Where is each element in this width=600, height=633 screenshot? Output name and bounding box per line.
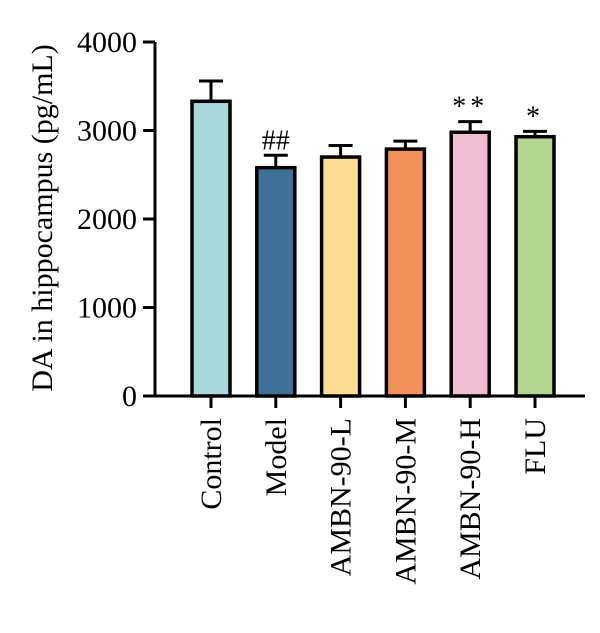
bar-ambn-90-l bbox=[319, 155, 362, 398]
bar-ambn-90-m bbox=[384, 147, 427, 398]
x-tick-label: Model bbox=[260, 418, 293, 496]
x-axis: Control Model AMBN-90-L AMBN-90-M AMBN-90-H F… bbox=[153, 394, 585, 585]
y-tick-label: 2000 bbox=[77, 203, 137, 236]
bar-model bbox=[255, 165, 297, 398]
y-axis-label: DA in hippocampus (pg/mL) bbox=[26, 44, 59, 391]
y-tick-label: 4000 bbox=[77, 26, 137, 59]
y-axis: 0 1000 2000 3000 4000 bbox=[77, 26, 157, 413]
bar-ambn-90-h bbox=[449, 130, 491, 398]
x-tick-label: AMBN-90-L bbox=[325, 418, 358, 576]
x-tick-label: AMBN-90-M bbox=[389, 418, 422, 585]
bars-group: ##** * bbox=[190, 79, 556, 398]
y-tick-label: 0 bbox=[122, 380, 137, 413]
bar-control bbox=[190, 99, 232, 398]
significance-marker: ## bbox=[262, 125, 290, 156]
significance-marker: * bbox=[526, 101, 544, 132]
y-tick-label: 3000 bbox=[77, 115, 137, 148]
x-tick-label: FLU bbox=[519, 418, 552, 475]
x-tick-label: Control bbox=[195, 418, 228, 510]
y-tick-label: 1000 bbox=[77, 292, 137, 325]
x-tick-label: AMBN-90-H bbox=[454, 418, 487, 580]
significance-marker: ** bbox=[452, 92, 488, 123]
bar-flu bbox=[514, 134, 556, 398]
